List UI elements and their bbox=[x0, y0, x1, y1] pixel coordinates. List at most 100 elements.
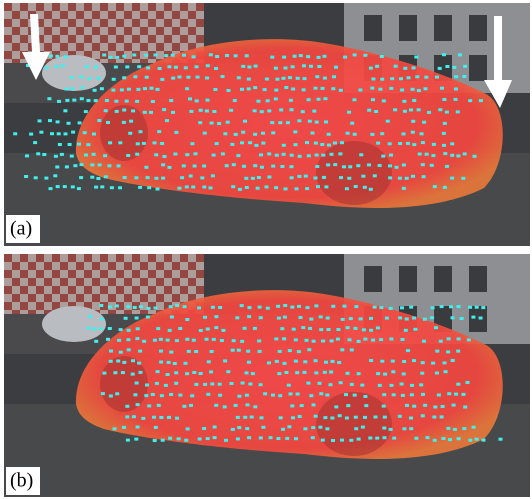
point bbox=[169, 393, 173, 396]
point bbox=[160, 78, 164, 81]
point bbox=[251, 177, 255, 180]
point bbox=[327, 328, 331, 331]
point bbox=[346, 132, 350, 135]
point bbox=[147, 307, 151, 310]
point bbox=[157, 130, 161, 133]
point bbox=[196, 76, 200, 79]
point bbox=[203, 316, 207, 319]
point bbox=[210, 382, 214, 385]
point bbox=[343, 305, 347, 308]
point bbox=[194, 152, 198, 155]
point bbox=[48, 119, 52, 122]
point bbox=[398, 177, 402, 180]
point bbox=[301, 326, 305, 329]
point bbox=[99, 304, 103, 307]
point bbox=[237, 395, 241, 398]
point bbox=[349, 439, 353, 442]
point bbox=[284, 67, 288, 70]
point bbox=[248, 383, 252, 386]
point bbox=[417, 108, 421, 111]
point bbox=[245, 54, 249, 57]
point bbox=[189, 404, 193, 407]
point bbox=[369, 359, 373, 362]
point bbox=[336, 328, 340, 331]
point bbox=[122, 426, 126, 429]
point bbox=[388, 164, 392, 167]
point bbox=[301, 110, 305, 113]
point bbox=[135, 337, 139, 340]
point bbox=[54, 65, 58, 68]
point bbox=[306, 382, 310, 385]
point bbox=[398, 142, 402, 145]
point bbox=[247, 87, 251, 90]
point bbox=[276, 437, 280, 440]
point bbox=[174, 66, 178, 69]
point bbox=[97, 77, 101, 80]
point bbox=[340, 348, 344, 351]
point bbox=[260, 416, 264, 419]
point bbox=[244, 177, 248, 180]
point bbox=[237, 426, 241, 429]
point bbox=[44, 177, 48, 180]
point bbox=[306, 306, 310, 309]
point bbox=[212, 110, 216, 113]
point bbox=[136, 426, 140, 429]
point bbox=[437, 394, 441, 397]
point bbox=[68, 143, 72, 146]
point bbox=[47, 97, 51, 100]
point bbox=[245, 186, 249, 189]
point bbox=[231, 185, 235, 188]
point bbox=[442, 437, 446, 440]
point bbox=[243, 327, 247, 330]
point bbox=[456, 110, 460, 113]
point bbox=[411, 120, 415, 123]
point bbox=[90, 163, 94, 166]
point bbox=[382, 405, 386, 408]
point bbox=[324, 185, 328, 188]
point bbox=[143, 111, 147, 114]
point bbox=[185, 87, 189, 90]
point bbox=[321, 439, 325, 442]
point bbox=[463, 65, 467, 68]
point bbox=[230, 143, 234, 146]
point bbox=[77, 143, 81, 146]
point bbox=[312, 340, 316, 343]
point bbox=[119, 328, 123, 331]
point bbox=[94, 186, 98, 189]
point bbox=[346, 404, 350, 407]
point bbox=[306, 55, 310, 58]
point bbox=[400, 383, 404, 386]
point bbox=[380, 78, 384, 81]
point bbox=[422, 340, 426, 343]
point bbox=[160, 142, 164, 145]
point bbox=[257, 339, 261, 342]
point bbox=[227, 89, 231, 92]
point bbox=[84, 110, 88, 113]
point bbox=[247, 78, 251, 81]
point bbox=[383, 416, 387, 419]
point bbox=[224, 439, 228, 442]
point bbox=[185, 185, 189, 188]
point bbox=[209, 370, 213, 373]
point bbox=[206, 437, 210, 440]
point bbox=[100, 87, 104, 90]
point bbox=[154, 54, 158, 57]
point bbox=[339, 381, 343, 384]
point bbox=[90, 176, 94, 179]
point bbox=[454, 75, 458, 78]
point bbox=[80, 97, 84, 100]
point bbox=[403, 110, 407, 113]
point bbox=[232, 163, 236, 166]
point bbox=[58, 143, 62, 146]
point bbox=[382, 99, 386, 102]
point bbox=[86, 327, 90, 330]
point bbox=[324, 361, 328, 364]
point bbox=[288, 349, 292, 352]
point bbox=[85, 65, 89, 68]
point bbox=[109, 56, 113, 59]
point bbox=[309, 318, 313, 321]
point bbox=[247, 66, 251, 69]
point bbox=[307, 348, 311, 351]
point bbox=[369, 329, 373, 332]
point bbox=[70, 155, 74, 158]
